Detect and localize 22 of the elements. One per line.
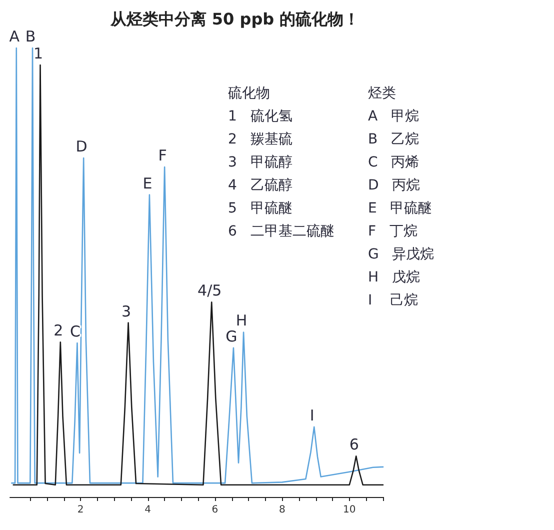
x-tick-label: 6 — [212, 504, 218, 516]
annotation: H — [236, 312, 248, 330]
text: 烃类 A 甲烷 B 乙烷 C 丙烯 D 丙烷 E 甲硫醚 F 丁烷 G 异戊烷 H 戊烷 I 己烷 — [368, 86, 434, 308]
annotation: D — [76, 138, 88, 156]
annotation: B — [25, 28, 36, 46]
annotation: 6 — [349, 436, 359, 454]
x-tick-label: 8 — [279, 504, 286, 516]
annotation: 3 — [122, 302, 132, 320]
annotation: G — [226, 327, 238, 346]
annotation: 2 — [54, 322, 64, 340]
annotation: F — [158, 146, 167, 164]
x-tick-label: 2 — [77, 504, 84, 516]
annotation: 4/5 — [198, 282, 222, 300]
chart-title: 从烃类中分离 50 ppb 的硫化物！ — [109, 10, 360, 28]
annotation: A — [9, 28, 20, 46]
annotation: C — [70, 322, 80, 340]
annotation: 硫化物 1 硫化氢 2 羰基硫 3 甲硫醇 4 乙硫醇 5 甲硫醚 6 二甲基二硫醚 — [228, 86, 334, 240]
x-tick-label: 10 — [343, 504, 356, 516]
x-tick-label: 4 — [144, 504, 151, 516]
annotation: E — [142, 174, 152, 192]
annotation: 1 — [33, 44, 44, 63]
annotation: I — [310, 406, 314, 424]
